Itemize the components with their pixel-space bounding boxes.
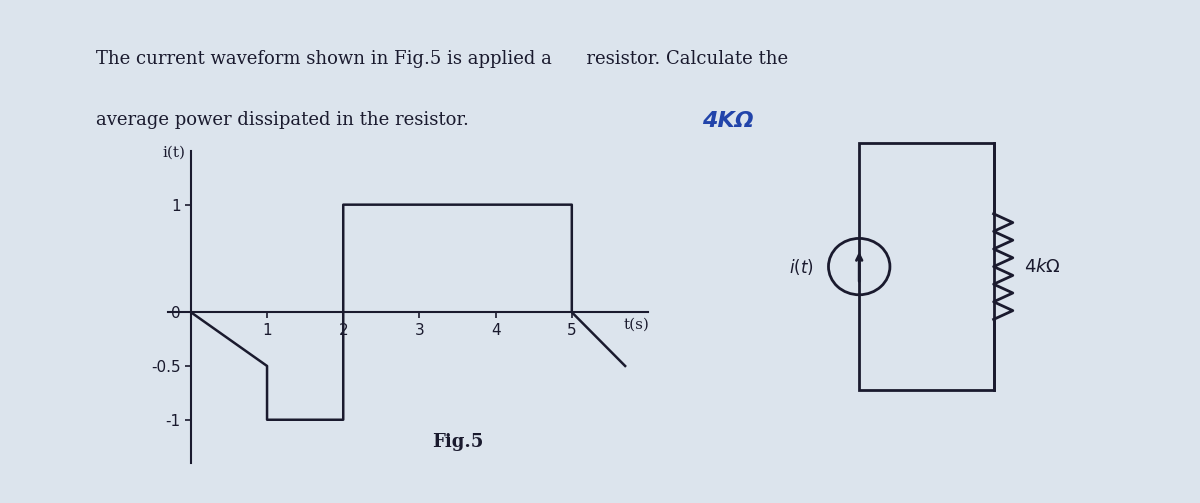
- Text: 4KΩ: 4KΩ: [702, 111, 754, 131]
- Text: $i(t)$: $i(t)$: [790, 257, 814, 277]
- Text: Fig.5: Fig.5: [432, 433, 484, 451]
- Text: The current waveform shown in Fig.5 is applied a      resistor. Calculate the: The current waveform shown in Fig.5 is a…: [96, 50, 788, 68]
- Text: $4k\Omega$: $4k\Omega$: [1025, 258, 1061, 276]
- Text: i(t): i(t): [162, 145, 186, 159]
- Text: t(s): t(s): [624, 317, 649, 331]
- Bar: [859, 143, 994, 390]
- Text: average power dissipated in the resistor.: average power dissipated in the resistor…: [96, 111, 469, 129]
